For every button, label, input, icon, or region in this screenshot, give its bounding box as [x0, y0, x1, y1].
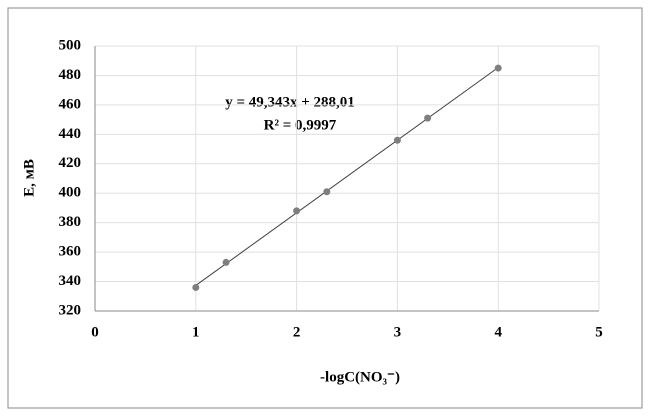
y-tick-label: 460 [59, 96, 82, 112]
y-tick-label: 420 [59, 155, 82, 171]
point [494, 64, 502, 72]
y-tick-label: 320 [59, 302, 82, 318]
y-tick-label: 360 [59, 244, 82, 260]
point [293, 207, 301, 215]
point [323, 188, 331, 196]
x-tick-label: 3 [394, 324, 402, 340]
point [222, 258, 230, 266]
x-tick-label: 4 [494, 324, 502, 340]
y-tick-label: 500 [59, 37, 82, 53]
x-tick-label: 5 [595, 324, 603, 340]
y-tick-label: 440 [59, 126, 82, 142]
y-axis-label: E, мВ [21, 159, 37, 197]
x-tick-label: 0 [91, 324, 99, 340]
x-tick-label: 1 [192, 324, 200, 340]
point [192, 283, 200, 291]
y-tick-label: 380 [59, 214, 82, 230]
point [393, 136, 401, 144]
chart-border [7, 7, 643, 409]
trendline [195, 67, 499, 286]
equation: y = 49,343x + 288,01 [225, 94, 355, 110]
r-squared: R² = 0,9997 [264, 117, 337, 133]
y-tick-label: 480 [59, 67, 82, 83]
y-tick-label: 400 [59, 185, 82, 201]
x-tick-label: 2 [293, 324, 301, 340]
point [424, 114, 432, 122]
x-axis-label: -logC(NO₃⁻) [320, 369, 400, 385]
y-tick-label: 340 [59, 273, 82, 289]
